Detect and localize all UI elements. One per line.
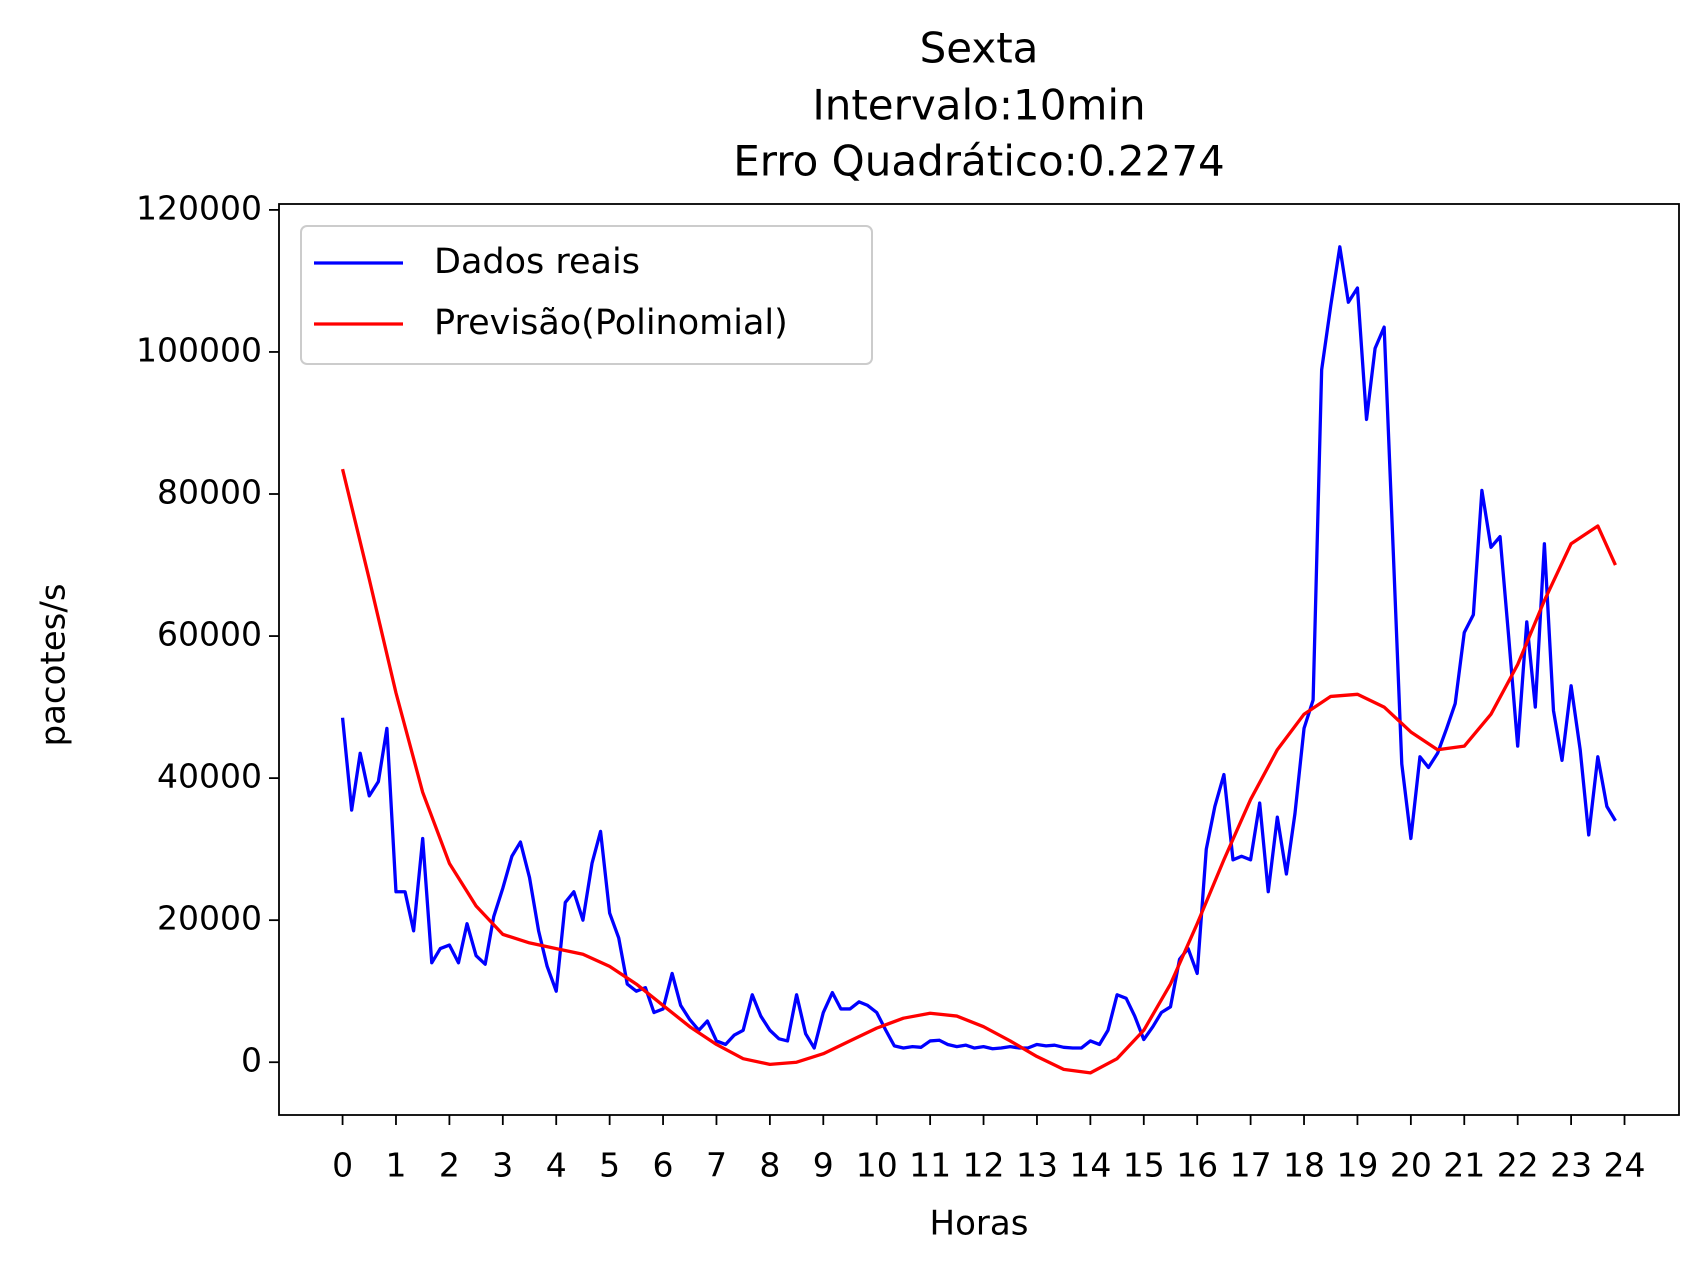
x-tick-label: 21 xyxy=(1443,1146,1485,1185)
x-tick-label: 3 xyxy=(492,1146,513,1185)
y-tick-label: 120000 xyxy=(136,188,262,227)
x-tick-label: 18 xyxy=(1283,1146,1325,1185)
y-tick-label: 20000 xyxy=(157,899,262,938)
x-tick-label: 24 xyxy=(1604,1146,1646,1185)
plot-frame xyxy=(278,203,1680,1116)
legend-label: Dados reais xyxy=(434,242,640,282)
x-tick-label: 2 xyxy=(439,1146,460,1185)
chart-title: Sexta xyxy=(920,24,1039,73)
legend-label: Previsão(Polinomial) xyxy=(434,303,788,343)
x-tick-label: 10 xyxy=(856,1146,898,1185)
data-line xyxy=(340,468,1617,1075)
x-tick-label: 13 xyxy=(1016,1146,1058,1185)
chart-title: Intervalo:10min xyxy=(812,81,1145,130)
x-tick-label: 15 xyxy=(1123,1146,1165,1185)
x-tick-label: 11 xyxy=(909,1146,951,1185)
legend-box xyxy=(300,225,873,365)
data-line xyxy=(340,245,1617,1051)
x-tick-label: 8 xyxy=(759,1146,780,1185)
y-axis-label: pacotes/s xyxy=(34,583,74,746)
x-tick-label: 22 xyxy=(1497,1146,1539,1185)
x-tick-label: 1 xyxy=(385,1146,406,1185)
x-axis-label: Horas xyxy=(930,1204,1029,1244)
legend: Dados reais Previsão(Polinomial) xyxy=(300,225,873,365)
y-tick-label: 40000 xyxy=(157,757,262,796)
x-tick-label: 4 xyxy=(546,1146,567,1185)
x-tick-label: 17 xyxy=(1230,1146,1272,1185)
x-tick-label: 9 xyxy=(813,1146,834,1185)
y-tick-label: 80000 xyxy=(157,473,262,512)
y-tick-label: 60000 xyxy=(157,615,262,654)
y-tick-label: 100000 xyxy=(136,330,262,369)
x-tick-label: 19 xyxy=(1336,1146,1378,1185)
x-tick-label: 5 xyxy=(599,1146,620,1185)
x-tick-label: 23 xyxy=(1550,1146,1592,1185)
chart-title: Erro Quadrático:0.2274 xyxy=(733,137,1225,186)
x-tick-label: 7 xyxy=(706,1146,727,1185)
x-tick-label: 14 xyxy=(1069,1146,1111,1185)
y-tick-label: 0 xyxy=(241,1041,262,1080)
x-tick-label: 20 xyxy=(1390,1146,1432,1185)
x-tick-label: 16 xyxy=(1176,1146,1218,1185)
x-tick-label: 0 xyxy=(332,1146,353,1185)
x-tick-label: 12 xyxy=(963,1146,1005,1185)
x-tick-label: 6 xyxy=(653,1146,674,1185)
